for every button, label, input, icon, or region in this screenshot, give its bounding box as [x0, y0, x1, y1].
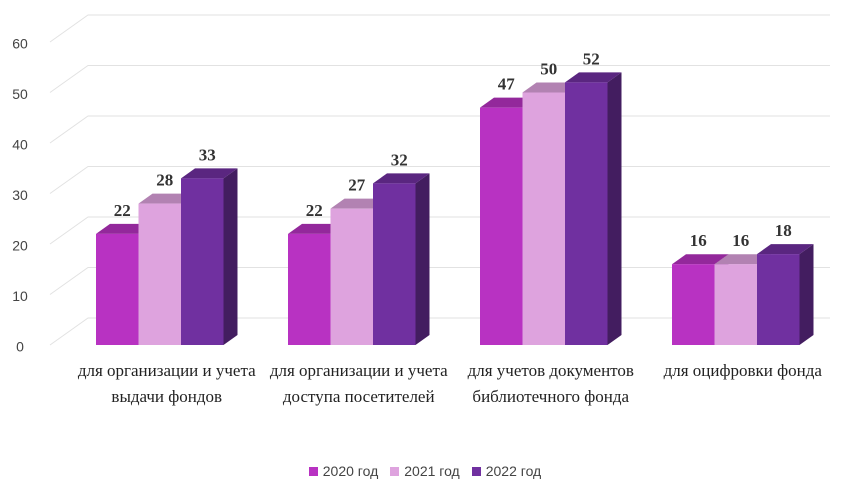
value-label: 22 [114, 201, 131, 220]
y-tick-label: 20 [12, 238, 28, 254]
value-label: 27 [348, 176, 366, 195]
bar-side [223, 168, 238, 345]
y-tick-label: 0 [16, 339, 24, 355]
bar-front [373, 183, 416, 345]
bar-side [607, 72, 622, 346]
legend-item: 2021 год [390, 463, 460, 479]
legend-swatch [308, 467, 318, 476]
value-label: 16 [690, 231, 707, 250]
value-label: 47 [498, 75, 516, 94]
legend-swatch [471, 467, 481, 476]
bar-top [181, 168, 238, 179]
bar-front [757, 254, 800, 345]
x-tick-label: для организации и учета доступа посетите… [269, 361, 448, 406]
bar-top [522, 82, 579, 93]
bar-side [415, 173, 430, 345]
legend-item: 2022 год [471, 463, 542, 479]
bar-front [138, 203, 181, 345]
legend-item: 2020 год [308, 463, 379, 479]
bar-top [565, 72, 622, 83]
y-tick-label: 10 [12, 288, 28, 304]
value-label: 50 [540, 59, 557, 78]
x-tick-label: для оцифровки фонда [663, 361, 822, 380]
value-label: 16 [732, 231, 749, 250]
value-label: 18 [775, 221, 792, 240]
bar-top [480, 97, 537, 108]
bar [565, 72, 622, 346]
y-tick-label: 40 [12, 137, 28, 153]
bar-top [714, 254, 771, 265]
bar-top [373, 173, 430, 184]
bar-front [330, 208, 373, 345]
bar-top [288, 223, 345, 234]
legend-swatch [390, 467, 400, 476]
bar-side [799, 244, 814, 345]
bar-front [522, 92, 565, 345]
legend-label: 2020 год [322, 463, 379, 479]
bar-front [565, 82, 608, 346]
bar [757, 244, 814, 345]
bar-top [757, 244, 814, 255]
x-tick-label: для организации и учета выдачи фондов [77, 361, 256, 406]
x-tick-label: для учетов документов библиотечного фонд… [467, 361, 634, 406]
bar-top [672, 254, 729, 265]
legend-label: 2022 год [485, 463, 542, 479]
y-tick-label: 30 [12, 187, 28, 203]
y-tick-label: 50 [12, 86, 28, 102]
bar-front [480, 107, 523, 346]
grid-line [49, 115, 830, 144]
bar-top [138, 193, 195, 204]
bar [288, 223, 345, 345]
bar-front [714, 264, 757, 345]
bar [181, 168, 238, 345]
bar-front [96, 233, 139, 345]
bar-front [672, 264, 715, 345]
legend: 2020 год 2021 год 2022 год [0, 463, 850, 479]
value-label: 32 [391, 150, 408, 169]
bar-top [330, 198, 387, 209]
bar-top [96, 223, 153, 234]
grid-line [49, 14, 830, 43]
legend-label: 2021 год [404, 463, 460, 479]
y-tick-label: 60 [12, 36, 28, 52]
grid-line [49, 65, 830, 93]
value-label: 33 [199, 145, 216, 164]
bar-front [288, 233, 331, 345]
value-label: 52 [583, 49, 600, 68]
bar-front [181, 178, 224, 345]
value-label: 28 [156, 171, 173, 190]
bar [373, 173, 430, 345]
value-label: 22 [306, 201, 323, 220]
